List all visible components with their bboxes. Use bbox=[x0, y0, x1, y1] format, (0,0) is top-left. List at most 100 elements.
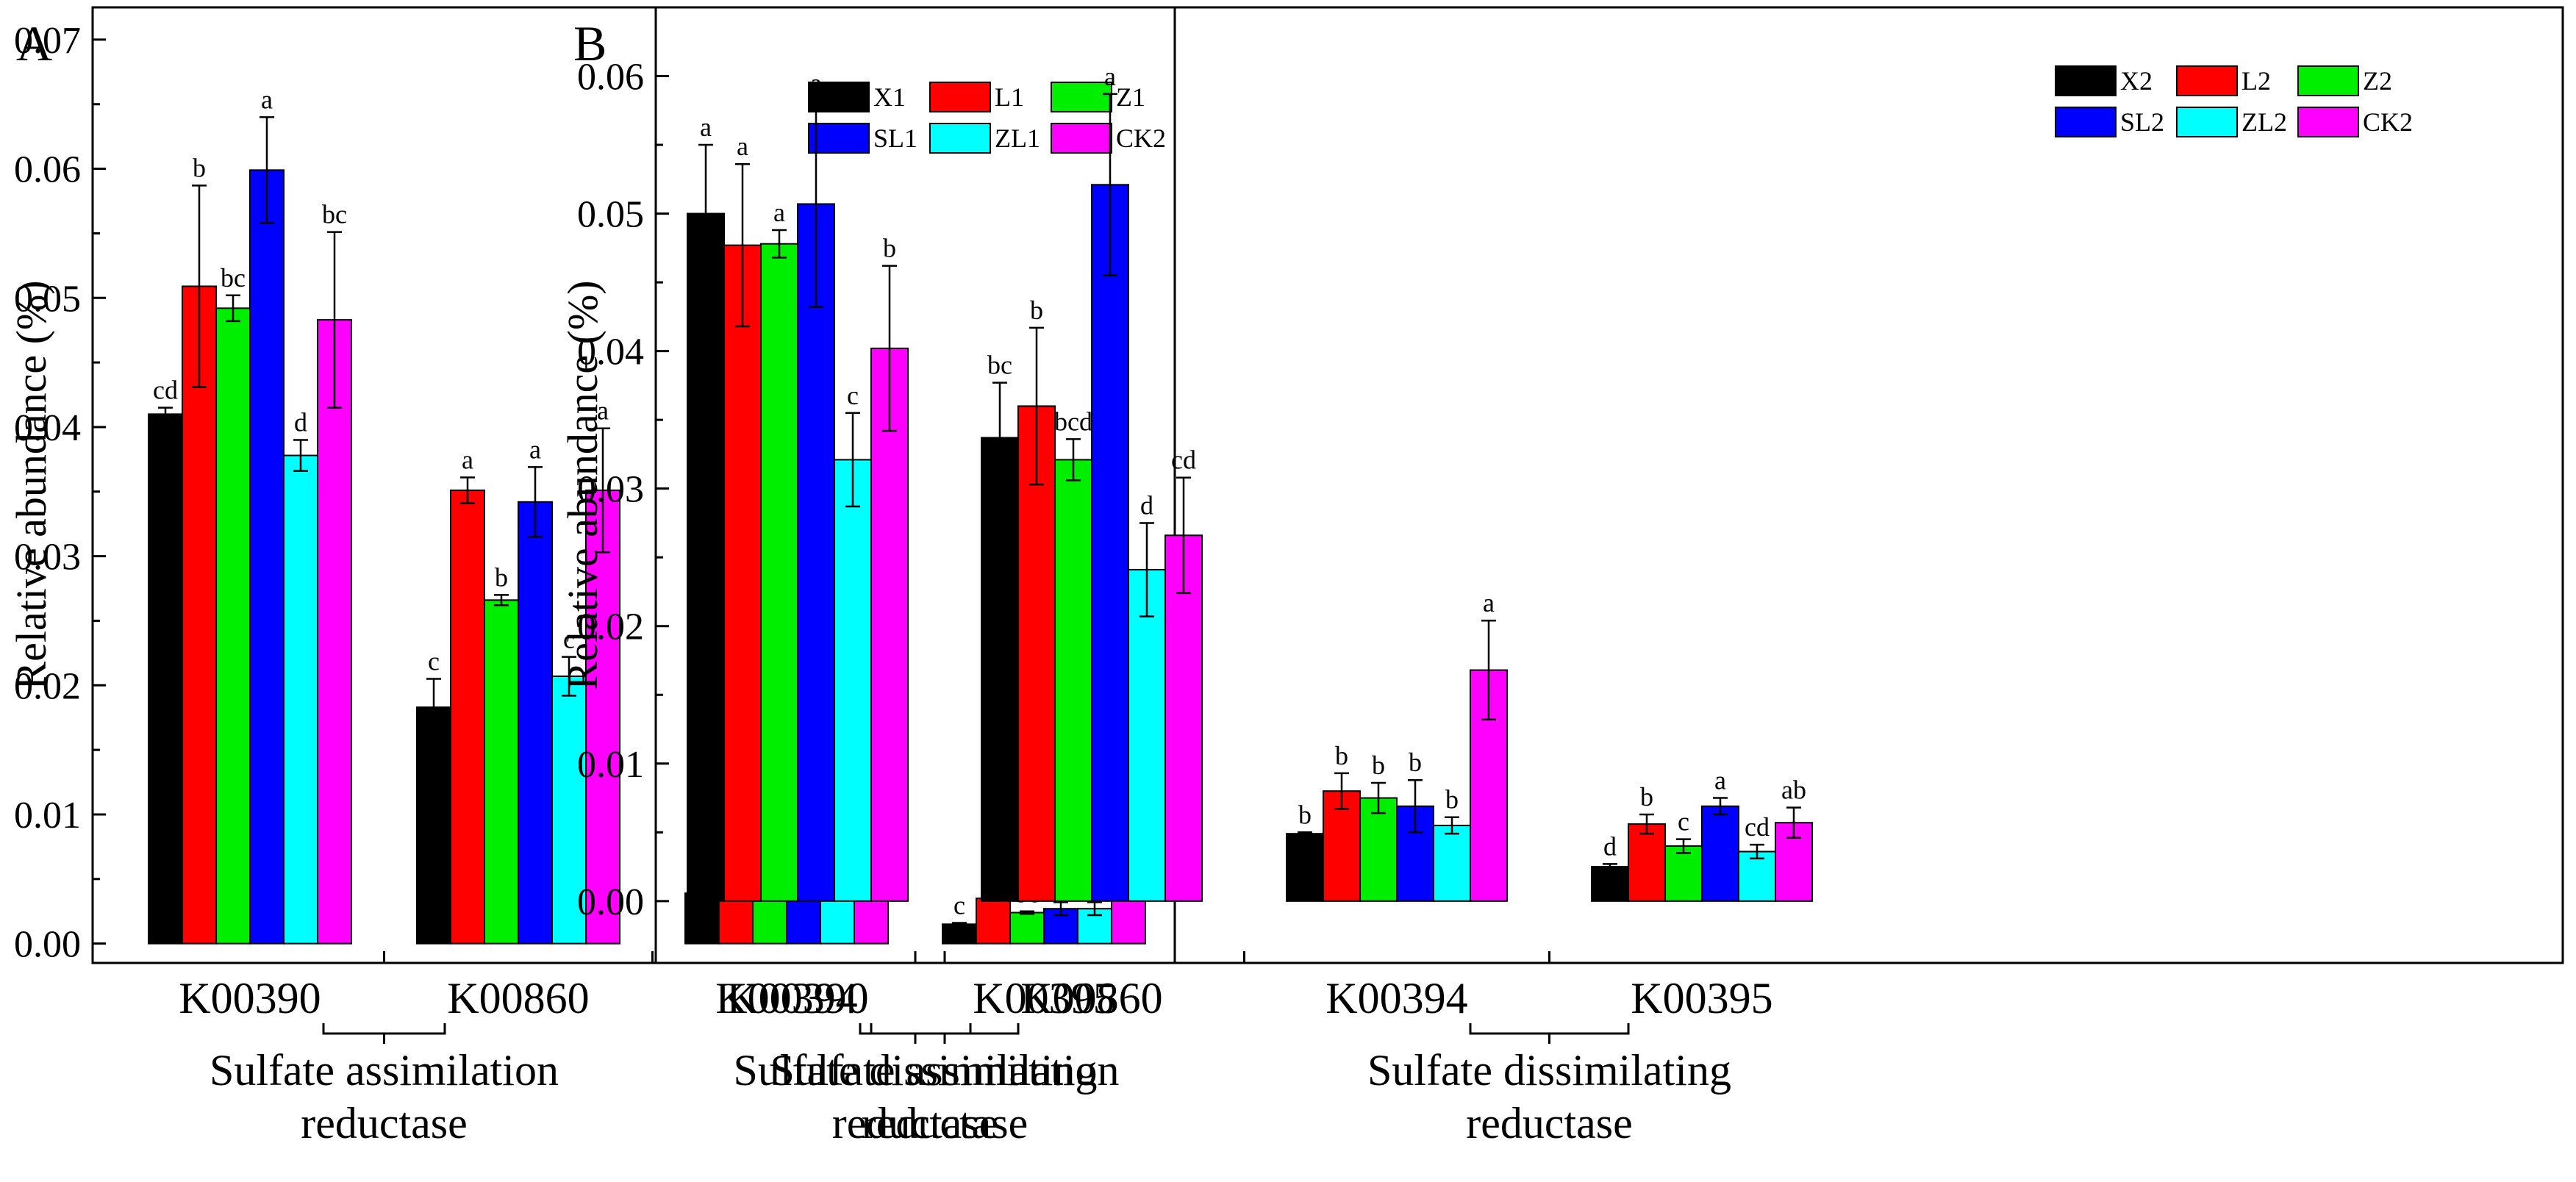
bar-X2-K00394 bbox=[1286, 833, 1324, 902]
x-tick-label: K00860 bbox=[1020, 974, 1162, 1022]
legend-swatch bbox=[808, 82, 870, 112]
bar-CK2-K00390 bbox=[317, 319, 352, 945]
y-tick-label: 0.02 bbox=[14, 665, 81, 707]
significance-letter: b bbox=[495, 562, 508, 592]
panel-label: A bbox=[16, 15, 52, 71]
error-bar bbox=[528, 466, 543, 538]
error-bar bbox=[1087, 901, 1102, 917]
bar-ZL2-K00860 bbox=[1128, 569, 1166, 902]
error-bar bbox=[772, 229, 787, 259]
bar-ZL2-K00390 bbox=[834, 459, 872, 902]
bar-L1-K00860 bbox=[450, 490, 485, 945]
y-tick-label: 0.04 bbox=[14, 407, 81, 449]
group-label-line: reductase bbox=[1466, 1099, 1633, 1147]
bar-X1-K00390 bbox=[148, 413, 183, 945]
y-tick-label: 0.01 bbox=[577, 744, 644, 786]
significance-letter: d bbox=[1140, 490, 1153, 520]
error-bar bbox=[698, 143, 713, 284]
error-bar bbox=[1334, 772, 1349, 810]
error-bar bbox=[1103, 93, 1117, 276]
group-label-line: reductase bbox=[862, 1099, 1028, 1147]
legend-entry: SL1 bbox=[873, 123, 917, 153]
error-bar bbox=[1786, 806, 1801, 839]
bar-CK2-K00860 bbox=[585, 490, 620, 945]
bar-Z2-K00390 bbox=[760, 243, 798, 902]
y-tick-label: 0.07 bbox=[14, 20, 81, 62]
group-label: Sulfate dissimilating reductase bbox=[734, 1046, 1098, 1147]
significance-letter: c bbox=[847, 381, 859, 410]
legend-swatch bbox=[1051, 82, 1112, 112]
group-bracket bbox=[322, 1023, 446, 1044]
group-label: Sulfate assimilation reductase bbox=[770, 1046, 1120, 1147]
significance-letter: ab bbox=[1781, 776, 1806, 805]
significance-letter: bc bbox=[221, 263, 246, 293]
error-bar bbox=[1371, 781, 1386, 814]
error-bar bbox=[1603, 863, 1617, 871]
y-axis-label: Relative abundance (%) bbox=[7, 280, 55, 690]
error-bar bbox=[735, 162, 750, 328]
y-tick-label: 0.02 bbox=[577, 606, 644, 648]
legend-entry: SL2 bbox=[2120, 107, 2164, 137]
panel-b: B 0.00 0.01 0.02 0.03 0.04 0.05 0.06 Relative ab… bbox=[559, 6, 2564, 1147]
error-bar bbox=[1066, 438, 1081, 481]
error-bar bbox=[1020, 910, 1034, 915]
group-label-line: reductase bbox=[301, 1099, 468, 1147]
bar-CK2-K00390 bbox=[870, 347, 909, 902]
bar-ZL1-K00390 bbox=[283, 454, 318, 945]
x-tick-label: K00394 bbox=[1325, 974, 1467, 1022]
group-label-line: reductase bbox=[832, 1099, 999, 1147]
legend-entry: L2 bbox=[2242, 66, 2271, 96]
error-bar bbox=[809, 99, 823, 309]
error-bar bbox=[1029, 326, 1044, 486]
legend-entry: X1 bbox=[873, 82, 906, 112]
group-bracket bbox=[1469, 1023, 1630, 1044]
significance-letter: c bbox=[563, 625, 575, 654]
legend-swatch bbox=[2055, 65, 2117, 96]
bar-ZL2-K00395 bbox=[1738, 850, 1776, 902]
error-bar bbox=[595, 427, 610, 554]
group-label: Sulfate assimilation reductase bbox=[210, 1046, 559, 1147]
significance-letter: a bbox=[773, 198, 785, 227]
significance-letter: a bbox=[597, 396, 609, 426]
bar-L2-K00390 bbox=[723, 244, 762, 902]
significance-letter: b bbox=[1372, 751, 1385, 780]
significance-letter: a bbox=[700, 112, 712, 142]
error-bar bbox=[226, 294, 240, 323]
bar-Z2-K00860 bbox=[1054, 459, 1092, 902]
significance-letter: b bbox=[1640, 782, 1653, 812]
error-bar bbox=[327, 231, 342, 409]
panel-label: B bbox=[573, 15, 607, 71]
x-tick-label: K00394 bbox=[715, 974, 857, 1022]
legend-swatch bbox=[929, 123, 991, 154]
significance-letter: cd bbox=[1171, 445, 1196, 475]
error-bar bbox=[562, 656, 576, 697]
error-bar bbox=[1176, 476, 1191, 595]
legend-entry: Z2 bbox=[2363, 66, 2392, 96]
error-bar bbox=[1750, 843, 1764, 860]
y-tick-label: 0.01 bbox=[14, 795, 81, 837]
significance-letter: b bbox=[1030, 296, 1043, 325]
plot-frame bbox=[654, 6, 2564, 964]
significance-letter: d bbox=[294, 408, 307, 437]
y-tick-label: 0.06 bbox=[14, 149, 81, 191]
legend-entry: CK2 bbox=[1116, 123, 1166, 153]
group-label: Sulfate dissimilating reductase bbox=[1367, 1046, 1731, 1147]
significance-letter: a bbox=[1104, 62, 1116, 91]
significance-letter: a bbox=[261, 85, 273, 114]
error-bar bbox=[1713, 797, 1728, 816]
error-bar bbox=[293, 439, 308, 472]
y-axis-label: Relative abundance (%) bbox=[559, 280, 607, 690]
significance-letter: b bbox=[1445, 785, 1459, 814]
legend-swatch bbox=[2297, 65, 2359, 96]
y-tick-label: 0.03 bbox=[577, 469, 644, 511]
legend-entry: Z1 bbox=[1116, 82, 1145, 112]
legend-swatch bbox=[929, 82, 991, 112]
bar-CK2-K00860 bbox=[1164, 534, 1203, 902]
legend-entry: ZL2 bbox=[2242, 107, 2287, 137]
significance-letter: b bbox=[193, 153, 206, 182]
significance-letter: b bbox=[883, 234, 896, 263]
error-bar bbox=[1139, 522, 1154, 617]
bar-ZL1-K00860 bbox=[551, 676, 587, 945]
legend-entry: ZL1 bbox=[995, 123, 1040, 153]
